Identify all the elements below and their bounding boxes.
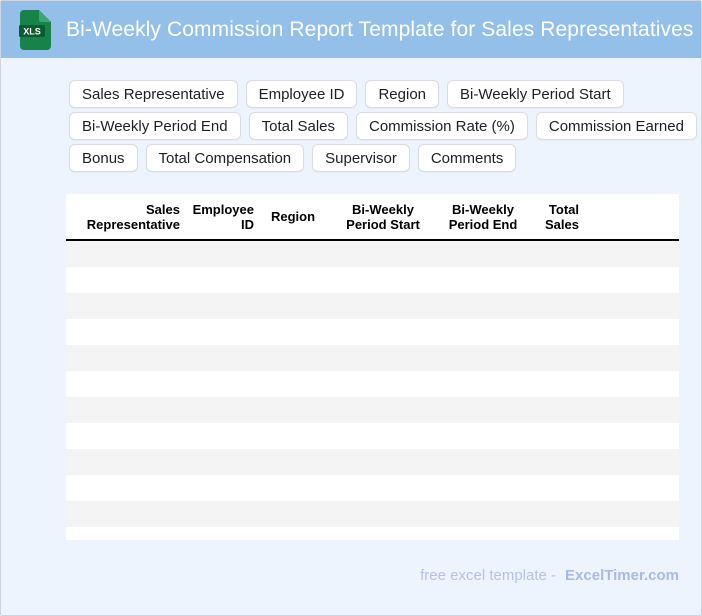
page-title: Bi-Weekly Commission Report Template for… (66, 17, 694, 41)
column-chip-list: Sales Representative Employee ID Region … (69, 80, 697, 176)
chip-total-compensation[interactable]: Total Compensation (145, 144, 305, 172)
column-header-bi-weekly-period-end: Bi-Weekly Period End (448, 201, 518, 232)
chip-bi-weekly-period-end[interactable]: Bi-Weekly Period End (69, 112, 241, 140)
table-header-row: Sales Representative Employee ID Region … (66, 194, 679, 241)
table-row (66, 293, 679, 319)
table-row (66, 241, 679, 267)
column-header-employee-id: Employee ID (192, 201, 254, 232)
table-row (66, 319, 679, 345)
chip-supervisor[interactable]: Supervisor (312, 144, 410, 172)
chip-commission-rate[interactable]: Commission Rate (%) (356, 112, 528, 140)
column-header-sales-representative: Sales Representative (86, 201, 180, 232)
table-row (66, 475, 679, 501)
chip-comments[interactable]: Comments (417, 144, 517, 172)
table-body (66, 241, 679, 540)
xls-file-icon: XLS (19, 9, 51, 50)
chip-row-3: Bonus Total Compensation Supervisor Comm… (69, 144, 681, 172)
table-row (66, 501, 679, 527)
chip-employee-id[interactable]: Employee ID (245, 80, 358, 108)
table-row (66, 371, 679, 397)
footer-credit-text: free excel template - (420, 567, 557, 584)
chip-bonus[interactable]: Bonus (69, 144, 138, 172)
table-row (66, 345, 679, 371)
table-row (66, 397, 679, 423)
brand-link[interactable]: ExcelTimer.com (565, 567, 679, 584)
table-row (66, 267, 679, 293)
header-bar: XLS Bi-Weekly Commission Report Template… (1, 1, 701, 58)
column-header-bi-weekly-period-start: Bi-Weekly Period Start (346, 201, 420, 232)
chip-sales-representative[interactable]: Sales Representative (69, 80, 238, 108)
chip-region[interactable]: Region (365, 80, 440, 108)
chip-bi-weekly-period-start[interactable]: Bi-Weekly Period Start (447, 80, 624, 108)
chip-row-2: Bi-Weekly Period End Total Sales Commiss… (69, 112, 697, 140)
column-header-total-sales: Total Sales (545, 201, 579, 232)
table-row (66, 449, 679, 475)
report-table: Sales Representative Employee ID Region … (66, 194, 679, 540)
column-header-region: Region (271, 209, 316, 224)
chip-row-1: Sales Representative Employee ID Region … (69, 80, 681, 108)
xls-badge-text: XLS (23, 26, 41, 36)
chip-total-sales[interactable]: Total Sales (248, 112, 348, 140)
footer-credit: free excel template - ExcelTimer.com (420, 567, 679, 584)
chip-commission-earned[interactable]: Commission Earned (535, 112, 697, 140)
table-row (66, 423, 679, 449)
